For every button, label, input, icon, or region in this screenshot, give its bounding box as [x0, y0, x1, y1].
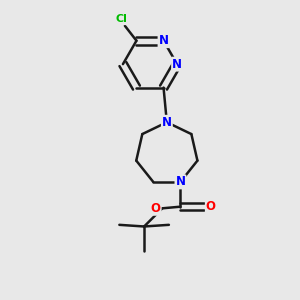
Text: O: O [206, 200, 216, 213]
Text: N: N [172, 58, 182, 70]
Text: N: N [158, 34, 169, 47]
Text: Cl: Cl [116, 14, 127, 24]
Text: N: N [162, 116, 172, 129]
Text: O: O [151, 202, 161, 215]
Text: N: N [176, 176, 185, 188]
